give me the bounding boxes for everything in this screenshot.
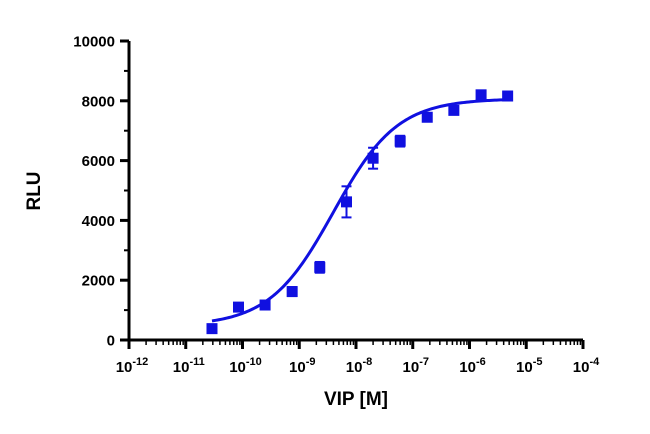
- x-axis: 10-12 10-11 10-10 10-9 10-8 10-7 10-6 10-5 10-4: [116, 338, 600, 376]
- x-tick-label: 10-6: [459, 356, 485, 376]
- x-tick-exponent: -4: [589, 356, 600, 368]
- y-tick-label: 10000: [73, 34, 115, 51]
- data-point: [394, 135, 406, 147]
- x-tick-exponent: -7: [419, 356, 429, 368]
- x-tick-label: 10-11: [173, 356, 205, 376]
- x-tick-label: 10-9: [289, 356, 315, 376]
- data-point: [502, 90, 514, 102]
- x-tick-base: 10: [173, 359, 190, 376]
- data-point: [259, 299, 271, 311]
- x-tick-base: 10: [346, 359, 363, 376]
- x-axis-title: VIP [M]: [324, 389, 388, 410]
- x-tick-base: 10: [516, 359, 533, 376]
- x-tick-label: 10-8: [346, 356, 372, 376]
- x-tick-exponent: -12: [132, 356, 148, 368]
- y-tick-label: 2000: [82, 273, 115, 290]
- data-point: [340, 196, 352, 208]
- x-tick-exponent: -9: [306, 356, 316, 368]
- x-tick-base: 10: [116, 359, 133, 376]
- x-tick-label: 10-4: [573, 356, 600, 376]
- y-ticks: 0 2000 4000 6000 8000 10000: [73, 34, 129, 350]
- x-tick-base: 10: [573, 359, 590, 376]
- x-tick-exponent: -5: [533, 356, 543, 368]
- data-point: [232, 301, 244, 313]
- y-tick-label: 8000: [82, 93, 115, 110]
- data-point: [475, 89, 487, 101]
- data-point: [421, 111, 433, 123]
- data-point: [367, 152, 379, 164]
- x-tick-exponent: -8: [362, 356, 372, 368]
- x-tick-exponent: -10: [246, 356, 262, 368]
- data-point: [314, 261, 326, 273]
- x-tick-exponent: -6: [476, 356, 486, 368]
- x-tick-base: 10: [229, 359, 246, 376]
- x-ticks: 10-12 10-11 10-10 10-9 10-8 10-7 10-6 10-5 10-4: [116, 340, 600, 376]
- x-tick-base: 10: [289, 359, 306, 376]
- y-tick-label: 6000: [82, 153, 115, 170]
- y-tick-label: 4000: [82, 213, 115, 230]
- x-tick-label: 10-5: [516, 356, 542, 376]
- data-point: [286, 286, 298, 298]
- y-tick-label: 0: [107, 333, 115, 350]
- x-tick-base: 10: [403, 359, 420, 376]
- fit-curve: [211, 98, 508, 323]
- data-point: [448, 104, 460, 116]
- data-point: [206, 323, 218, 335]
- x-tick-label: 10-7: [403, 356, 429, 376]
- y-axis: 0 2000 4000 6000 8000 10000: [73, 34, 131, 350]
- x-tick-exponent: -11: [189, 356, 204, 368]
- y-axis-title: RLU: [24, 171, 45, 210]
- x-tick-base: 10: [459, 359, 476, 376]
- plot-area: [206, 89, 514, 335]
- x-tick-label: 10-12: [116, 356, 149, 376]
- x-tick-label: 10-10: [229, 356, 262, 376]
